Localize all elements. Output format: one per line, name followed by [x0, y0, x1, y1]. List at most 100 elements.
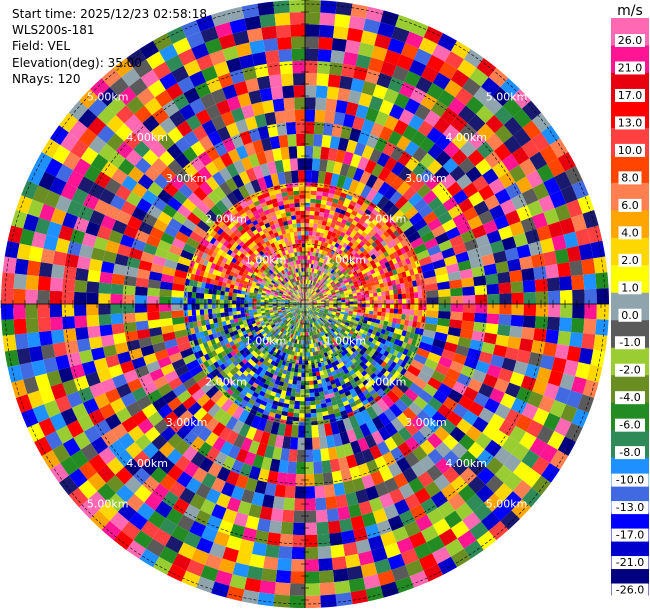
velocity-gate [353, 142, 367, 157]
velocity-gate [408, 59, 427, 77]
velocity-gate [1, 304, 14, 320]
velocity-gate [383, 88, 399, 105]
velocity-gate [315, 404, 322, 409]
velocity-gate [311, 255, 316, 261]
velocity-gate [86, 304, 99, 316]
velocity-gate [332, 568, 349, 583]
velocity-gate [401, 271, 407, 278]
velocity-gate [335, 253, 341, 259]
velocity-gate [530, 340, 546, 355]
velocity-gate [403, 70, 421, 88]
velocity-gate [232, 300, 237, 304]
velocity-gate [406, 250, 413, 258]
velocity-gate [327, 261, 332, 267]
velocity-gate [346, 565, 364, 581]
velocity-gate [339, 222, 346, 229]
velocity-gate [369, 310, 374, 315]
velocity-gate [355, 268, 362, 274]
velocity-gate [341, 188, 349, 195]
velocity-gate [373, 292, 378, 297]
velocity-gate [335, 99, 348, 114]
velocity-gate [560, 304, 573, 318]
velocity-gate [527, 200, 544, 217]
velocity-gate [422, 269, 436, 279]
velocity-gate [187, 309, 193, 317]
velocity-gate [305, 214, 310, 219]
velocity-gate [473, 275, 487, 287]
velocity-gate [419, 278, 426, 286]
velocity-gate [394, 195, 409, 210]
velocity-gate [305, 510, 317, 523]
velocity-gate [314, 207, 321, 212]
velocity-gate [349, 298, 354, 302]
velocity-gate [305, 291, 307, 296]
velocity-gate [359, 170, 372, 185]
velocity-gate [321, 134, 332, 148]
velocity-gate [535, 291, 549, 304]
velocity-gate [368, 314, 374, 319]
velocity-gate [571, 274, 585, 290]
velocity-gate [511, 89, 531, 109]
velocity-gate [531, 132, 550, 152]
velocity-gate [305, 595, 321, 608]
velocity-gate [319, 281, 323, 286]
velocity-gate [356, 249, 363, 256]
velocity-gate [207, 308, 213, 315]
velocity-gate [498, 314, 512, 326]
velocity-gate [290, 392, 296, 397]
velocity-gate [306, 296, 310, 301]
velocity-gate [405, 270, 411, 277]
velocity-gate [86, 292, 99, 304]
velocity-gate [427, 143, 444, 160]
velocity-gate [316, 300, 322, 303]
velocity-gate [307, 279, 309, 284]
velocity-gate [305, 376, 310, 382]
velocity-gate [305, 498, 316, 511]
velocity-gate [316, 298, 321, 301]
velocity-gate [318, 391, 325, 397]
velocity-gate [393, 119, 409, 136]
velocity-gate [402, 304, 407, 310]
velocity-gate [52, 250, 68, 266]
velocity-gate [345, 250, 352, 256]
velocity-gate [305, 267, 307, 272]
velocity-gate [309, 219, 314, 224]
velocity-gate [317, 383, 323, 389]
velocity-gate [539, 145, 558, 165]
velocity-gate [402, 276, 409, 283]
velocity-gate [314, 293, 318, 297]
velocity-gate [338, 213, 345, 219]
velocity-gate [396, 54, 414, 71]
velocity-gate [345, 297, 350, 300]
velocity-gate [362, 243, 369, 250]
velocity-gate [325, 204, 332, 211]
velocity-gate [306, 296, 308, 301]
velocity-gate [349, 301, 354, 304]
velocity-gate [313, 380, 318, 385]
velocity-gate [309, 304, 314, 306]
velocity-gate [500, 78, 520, 98]
velocity-gate [323, 285, 328, 289]
velocity-gate [319, 12, 336, 26]
velocity-gate [542, 250, 558, 266]
velocity-gate [330, 275, 336, 280]
velocity-gate [308, 239, 312, 244]
velocity-gate [492, 87, 512, 107]
velocity-gate [307, 288, 310, 293]
velocity-gate [393, 289, 398, 295]
velocity-gate [481, 253, 496, 267]
velocity-gate [593, 334, 608, 352]
velocity-gate [299, 397, 305, 402]
velocity-gate [317, 240, 322, 246]
velocity-gate [310, 251, 314, 256]
velocity-gate [373, 276, 379, 282]
velocity-gate [279, 533, 293, 547]
velocity-gate [309, 388, 315, 394]
velocity-gate [355, 231, 362, 238]
velocity-gate [317, 533, 331, 547]
velocity-gate [308, 267, 311, 272]
velocity-gate [195, 304, 200, 310]
velocity-gate [340, 281, 345, 286]
velocity-gate [397, 308, 403, 315]
velocity-gate [328, 309, 333, 312]
